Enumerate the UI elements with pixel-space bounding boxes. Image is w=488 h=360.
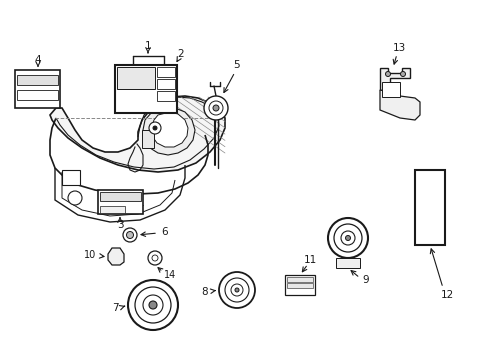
Text: 11: 11 <box>303 255 316 265</box>
Circle shape <box>203 96 227 120</box>
Polygon shape <box>151 112 187 147</box>
Text: 10: 10 <box>84 250 96 260</box>
Text: 7: 7 <box>111 303 118 313</box>
Text: 14: 14 <box>163 270 176 280</box>
Text: 5: 5 <box>233 60 240 70</box>
Polygon shape <box>142 107 195 155</box>
Circle shape <box>152 255 158 261</box>
Circle shape <box>153 126 157 130</box>
Circle shape <box>149 301 157 309</box>
Circle shape <box>385 72 390 77</box>
Polygon shape <box>379 68 409 90</box>
Circle shape <box>68 191 82 205</box>
Circle shape <box>149 122 161 134</box>
Polygon shape <box>379 90 419 120</box>
Circle shape <box>235 288 239 292</box>
Polygon shape <box>108 248 124 265</box>
Circle shape <box>126 231 133 238</box>
Text: 6: 6 <box>162 227 168 237</box>
Bar <box>115 65 177 113</box>
Circle shape <box>123 228 137 242</box>
Bar <box>157 91 175 101</box>
Text: 3: 3 <box>117 220 123 230</box>
Bar <box>142 130 154 148</box>
Bar <box>100 206 125 213</box>
Text: 8: 8 <box>201 287 208 297</box>
Circle shape <box>213 105 219 111</box>
Text: 2: 2 <box>177 49 184 59</box>
Text: 9: 9 <box>362 275 368 285</box>
Bar <box>335 258 359 268</box>
Bar <box>414 170 444 245</box>
Bar <box>157 79 175 89</box>
Circle shape <box>219 272 254 308</box>
Bar <box>381 82 399 97</box>
Circle shape <box>327 218 367 258</box>
Bar <box>117 67 155 89</box>
Circle shape <box>128 280 178 330</box>
Text: 12: 12 <box>440 290 453 300</box>
Circle shape <box>400 72 405 77</box>
Circle shape <box>224 278 248 302</box>
Text: 13: 13 <box>391 43 405 53</box>
Bar <box>157 67 175 77</box>
Bar <box>17 75 58 85</box>
Polygon shape <box>50 96 224 172</box>
Circle shape <box>230 284 243 296</box>
Circle shape <box>333 224 361 252</box>
Circle shape <box>345 235 350 240</box>
Bar <box>17 90 58 100</box>
Polygon shape <box>62 170 80 185</box>
Circle shape <box>340 231 354 245</box>
Bar <box>98 190 142 214</box>
Circle shape <box>148 251 162 265</box>
Bar <box>15 70 60 108</box>
Bar <box>286 283 312 288</box>
Bar <box>285 275 314 295</box>
Bar <box>286 277 312 282</box>
Circle shape <box>208 101 223 115</box>
Text: 1: 1 <box>144 41 151 51</box>
Circle shape <box>142 295 163 315</box>
Bar <box>100 192 141 201</box>
Text: 4: 4 <box>35 55 41 65</box>
Circle shape <box>135 287 171 323</box>
